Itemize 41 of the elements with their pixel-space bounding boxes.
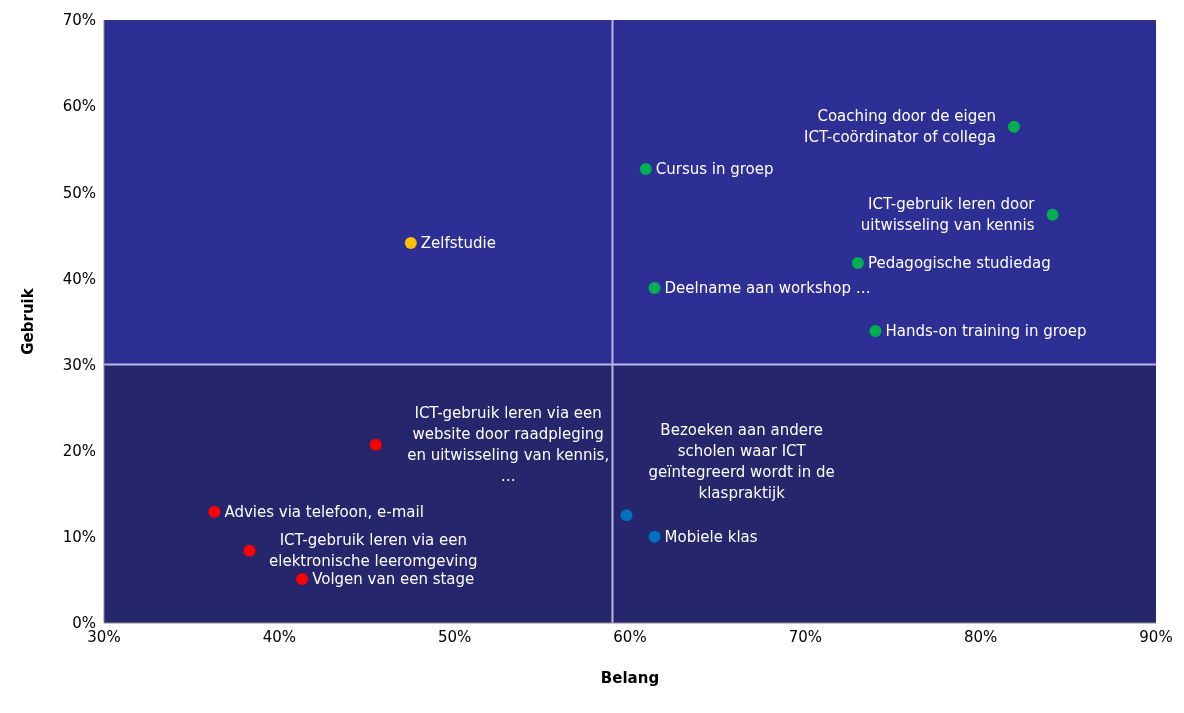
point bbox=[648, 530, 661, 543]
data-label: Deelname aan workshop … bbox=[664, 278, 871, 297]
x-axis-title: Belang bbox=[600, 669, 660, 687]
x-tick-label: 70% bbox=[788, 627, 823, 646]
data-label: Mobiele klas bbox=[664, 527, 758, 546]
y-tick-label: 70% bbox=[62, 11, 96, 30]
point bbox=[296, 573, 309, 586]
data-label: Hands-on training in groep bbox=[885, 321, 1087, 340]
y-tick-label: 40% bbox=[62, 269, 96, 288]
x-tick-label: 40% bbox=[262, 627, 297, 646]
data-label: Pedagogische studiedag bbox=[867, 253, 1051, 272]
point bbox=[404, 237, 417, 250]
y-tick-label: 20% bbox=[62, 442, 96, 461]
point bbox=[639, 163, 652, 176]
point bbox=[648, 281, 661, 294]
y-tick-label: 30% bbox=[62, 355, 96, 374]
x-tick-label: 80% bbox=[963, 627, 998, 646]
point bbox=[1007, 120, 1020, 133]
y-tick-label: 60% bbox=[62, 97, 96, 116]
point bbox=[851, 256, 864, 269]
y-tick-label: 10% bbox=[62, 528, 96, 547]
y-axis-title: Gebruik bbox=[19, 287, 38, 355]
point bbox=[869, 324, 882, 337]
point bbox=[620, 509, 633, 522]
point bbox=[369, 438, 382, 451]
data-label: ICT-gebruik leren via een website door raadpleging en uitwisseling van kennis, … bbox=[407, 404, 610, 486]
x-tick-label: 50% bbox=[437, 627, 472, 646]
data-label: ICT-gebruik leren via een elektronische leeromgeving bbox=[269, 531, 478, 571]
data-label: Cursus in groep bbox=[655, 160, 774, 179]
data-label: Zelfstudie bbox=[420, 234, 496, 253]
data-label: Coaching door de eigen ICT-coördinator of collega bbox=[804, 107, 996, 147]
data-label: ICT-gebruik leren door uitwisseling van kennis bbox=[860, 195, 1036, 235]
y-tick-label: 50% bbox=[62, 183, 96, 202]
data-label: Volgen van een stage bbox=[312, 570, 475, 589]
point bbox=[243, 544, 256, 557]
point bbox=[208, 505, 221, 518]
x-tick-label: 90% bbox=[1139, 627, 1173, 646]
data-label: Bezoeken aan andere scholen waar ICT geïntegreerd wordt in de klaspraktijk bbox=[648, 421, 835, 503]
data-label: Advies via telefoon, e-mail bbox=[224, 502, 424, 521]
point bbox=[1046, 208, 1059, 221]
x-tick-label: 60% bbox=[613, 627, 647, 646]
